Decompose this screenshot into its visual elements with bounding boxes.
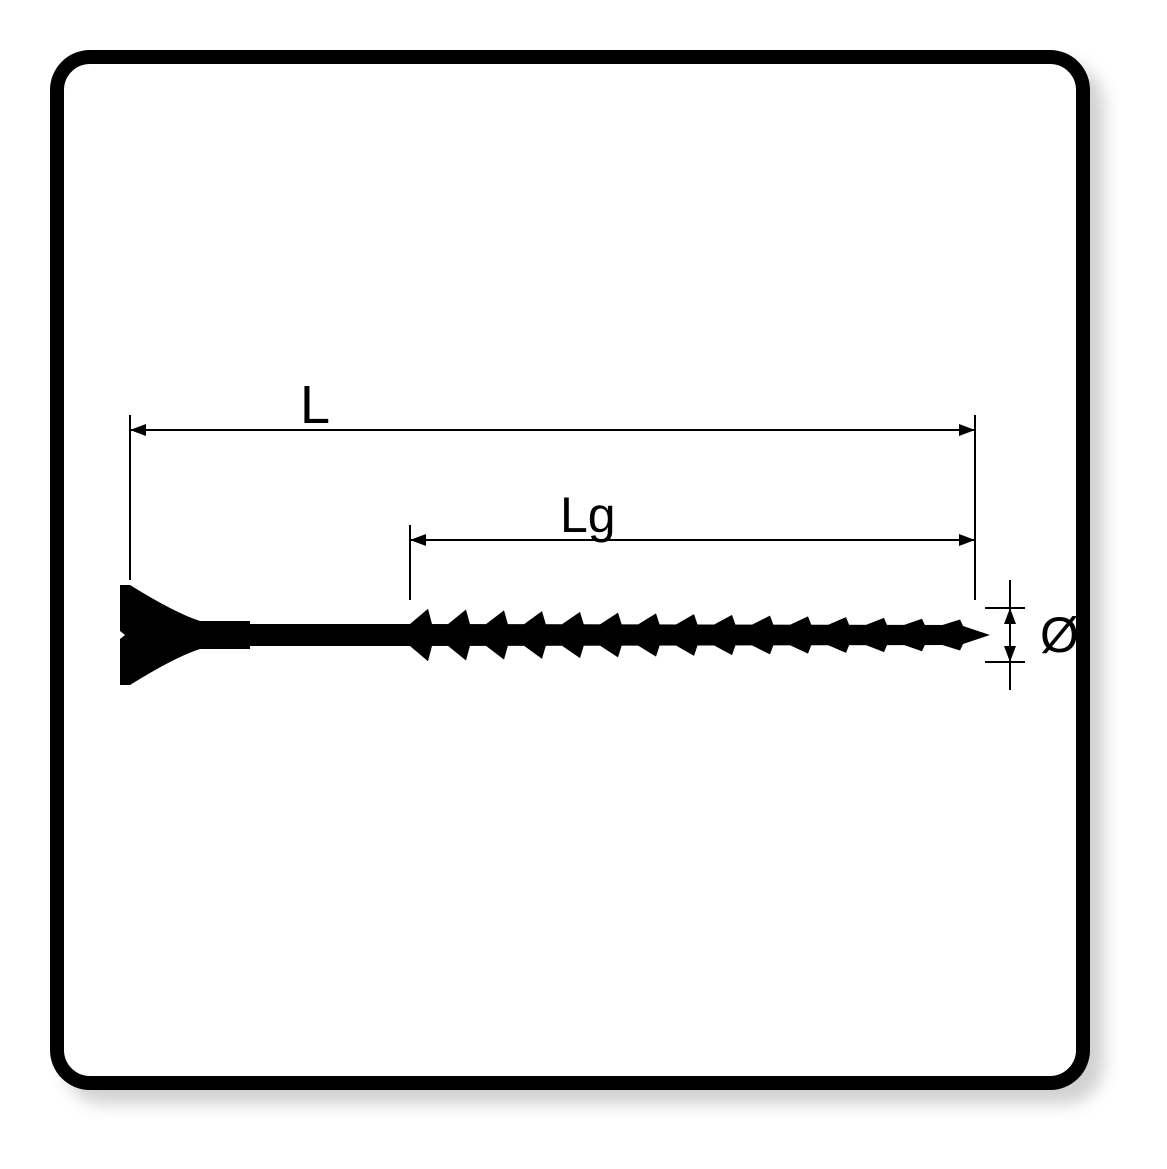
screw-drawing — [0, 0, 1167, 1169]
length-label: L — [300, 378, 330, 432]
diagram-canvas: L Lg Ø — [0, 0, 1167, 1169]
diameter-label: Ø — [1040, 610, 1079, 660]
thread-length-label: Lg — [560, 490, 616, 540]
screw-shape — [120, 585, 990, 685]
